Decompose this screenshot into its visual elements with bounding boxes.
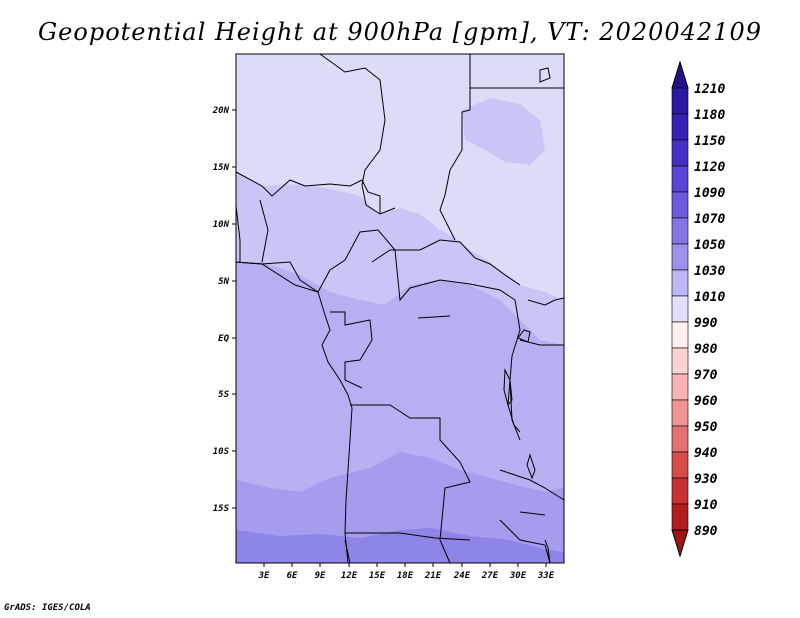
- lat-label: 10N: [213, 220, 230, 230]
- colorbar-segment: [671, 295, 689, 323]
- colorbar-label: 940: [694, 446, 718, 461]
- colorbar-segment: [671, 139, 689, 167]
- colorbar-label: 1090: [694, 186, 725, 201]
- colorbar-label: 890: [694, 524, 718, 539]
- colorbar-segment: [671, 191, 689, 219]
- map-title: Geopotential Height at 900hPa [gpm], VT:…: [38, 18, 762, 46]
- colorbar-segment: [671, 451, 689, 479]
- lon-label: 24E: [453, 571, 471, 581]
- colorbar-label: 1010: [694, 290, 725, 305]
- lon-label: 6E: [287, 571, 298, 581]
- colorbar-label: 960: [694, 394, 718, 409]
- colorbar-segment: [671, 269, 689, 297]
- colorbar-segment: [671, 243, 689, 271]
- country-borders: [235, 53, 565, 564]
- grads-credit: GrADS: IGES/COLA: [4, 603, 91, 613]
- longitude-axis: 3E 6E 9E 12E 15E 18E 21E 24E 27E 30E 33E: [258, 563, 555, 581]
- lon-label: 33E: [537, 571, 555, 581]
- colorbar-segment: [671, 425, 689, 453]
- contour-fill-1090: [236, 528, 564, 563]
- colorbar-arrow-bottom: [671, 529, 689, 558]
- latitude-axis: 20N 15N 10N 5N EQ 5S 10S 15S: [212, 106, 236, 514]
- lon-label: 15E: [369, 571, 386, 581]
- colorbar-segment: [671, 347, 689, 375]
- lat-label: 15N: [213, 163, 230, 173]
- colorbar-label: 970: [694, 368, 718, 383]
- colorbar-label: 1120: [694, 160, 725, 175]
- lakes: [417, 67, 551, 516]
- contour-fill-1030-sahara: [462, 98, 545, 165]
- colorbar-segment: [671, 373, 689, 401]
- colorbar-label: 1070: [694, 212, 725, 227]
- colorbar-segment: [671, 165, 689, 193]
- colorbar-label: 1050: [694, 238, 725, 253]
- colorbar-label: 1150: [694, 134, 725, 149]
- colorbar-label: 990: [694, 316, 718, 331]
- colorbar-label: 1180: [694, 108, 725, 123]
- colorbar-label: 950: [694, 420, 718, 435]
- lat-label: 15S: [213, 504, 230, 514]
- colorbar-segment: [671, 399, 689, 427]
- lon-label: 21E: [424, 571, 442, 581]
- lon-label: 27E: [481, 571, 499, 581]
- colorbar-label: 1210: [694, 82, 725, 97]
- map-frame: [235, 53, 565, 564]
- colorbar-label: 980: [694, 342, 718, 357]
- colorbar-segment: [671, 113, 689, 141]
- colorbar-segment: [671, 87, 689, 115]
- colorbar-label: 930: [694, 472, 718, 487]
- lat-label: 10S: [213, 447, 230, 457]
- coastline: [235, 261, 551, 564]
- lon-label: 3E: [258, 571, 270, 581]
- colorbar-segment: [671, 477, 689, 505]
- colorbar-segment: [671, 217, 689, 245]
- lon-label: 12E: [341, 571, 358, 581]
- colorbar-label: 1030: [694, 264, 725, 279]
- lon-label: 18E: [397, 571, 414, 581]
- lat-label: 20N: [212, 106, 230, 116]
- lat-label: 5S: [218, 390, 229, 400]
- colorbar-label: 910: [694, 498, 718, 513]
- colorbar-segment: [671, 321, 689, 349]
- lat-label: 5N: [218, 277, 229, 287]
- map-panel: [235, 53, 565, 564]
- colorbar-segment: [671, 503, 689, 531]
- colorbar: 1210 1180 1150 1120 1090 1070 1050 1030 1010 990 9…: [671, 60, 725, 558]
- colorbar-arrow-top: [671, 60, 689, 89]
- lon-label: 9E: [315, 571, 326, 581]
- lon-label: 30E: [509, 571, 527, 581]
- lat-label: EQ: [218, 334, 229, 344]
